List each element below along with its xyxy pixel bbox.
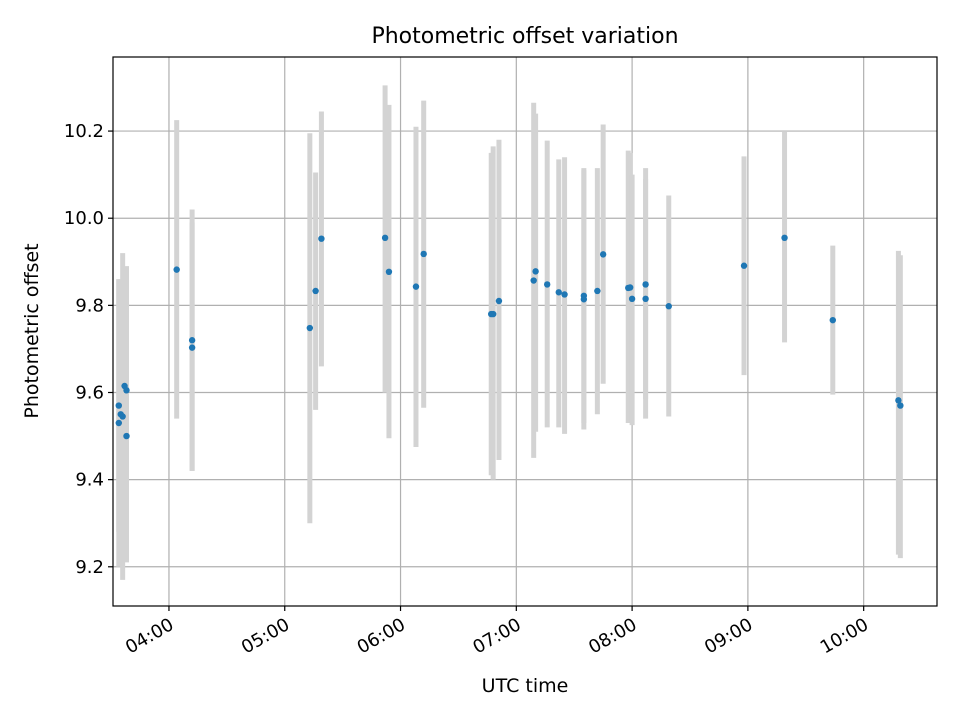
data-point xyxy=(306,324,314,332)
data-point xyxy=(543,281,551,288)
x-tick-label: 09:00 xyxy=(701,614,756,658)
data-point xyxy=(123,432,130,440)
y-tick-label: 10.2 xyxy=(64,121,104,142)
y-tick-label: 9.8 xyxy=(75,295,104,316)
data-point xyxy=(495,297,503,305)
data-point xyxy=(740,262,748,269)
data-point xyxy=(188,337,196,344)
y-axis-label: Photometric offset xyxy=(21,243,43,418)
y-axis-ticks: 9.2 9.4 9.6 9.8 10.0 10.2 xyxy=(64,121,113,578)
data-point xyxy=(385,268,393,276)
data-point xyxy=(381,234,389,242)
data-point xyxy=(628,295,636,303)
data-point xyxy=(318,235,325,242)
data-point xyxy=(829,316,836,324)
data-point xyxy=(897,402,904,409)
y-tick-label: 10.0 xyxy=(64,208,104,229)
y-tick-label: 9.4 xyxy=(75,470,104,491)
data-point xyxy=(642,281,649,288)
data-point xyxy=(115,419,122,427)
data-point xyxy=(115,402,122,409)
data-points xyxy=(115,234,904,440)
data-point xyxy=(489,310,497,318)
data-point xyxy=(580,296,588,303)
data-point xyxy=(123,387,130,394)
data-point xyxy=(594,287,601,295)
data-point xyxy=(561,291,568,298)
data-point xyxy=(420,250,427,258)
grid-lines xyxy=(113,57,937,606)
data-point xyxy=(312,287,319,295)
x-axis-label: UTC time xyxy=(482,675,569,697)
x-tick-label: 04:00 xyxy=(122,614,177,658)
data-point xyxy=(626,284,634,291)
data-point xyxy=(412,283,420,290)
x-tick-label: 10:00 xyxy=(817,614,872,658)
data-point xyxy=(119,413,126,420)
data-point xyxy=(665,303,672,310)
data-point xyxy=(895,397,902,404)
data-point xyxy=(173,266,180,273)
x-tick-label: 06:00 xyxy=(354,614,409,658)
chart-title: Photometric offset variation xyxy=(371,24,678,49)
data-point xyxy=(599,251,607,258)
data-point xyxy=(532,268,539,275)
data-point xyxy=(642,295,649,303)
x-axis-ticks: 04:00 05:00 06:00 07:00 08:00 09:00 10:00 xyxy=(122,606,872,658)
data-point xyxy=(781,234,788,242)
error-bars xyxy=(116,85,903,580)
plot-frame xyxy=(112,56,938,607)
data-point xyxy=(555,289,562,296)
x-tick-label: 07:00 xyxy=(469,614,524,658)
x-tick-label: 08:00 xyxy=(585,614,640,658)
y-tick-label: 9.6 xyxy=(75,383,104,404)
data-point xyxy=(188,344,196,351)
x-tick-label: 05:00 xyxy=(238,614,293,658)
y-tick-label: 9.2 xyxy=(75,557,104,578)
data-point xyxy=(530,277,537,284)
